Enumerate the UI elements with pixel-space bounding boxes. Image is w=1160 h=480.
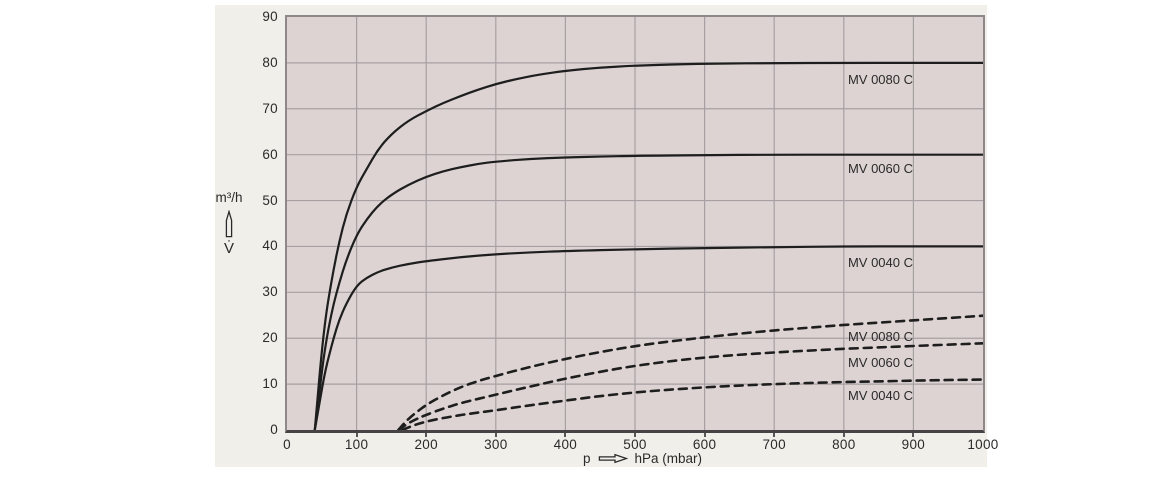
curve-label-mv-0080-c-dashed: MV 0080 C — [847, 329, 914, 345]
curve-mv-0080-c-solid — [313, 61, 983, 430]
x-axis-label-prefix: p — [583, 451, 591, 466]
curve-label-mv-0060-c-solid: MV 0060 C — [847, 161, 914, 177]
x-tick-label: 500 — [623, 437, 647, 452]
x-axis-title: p hPa (mbar) — [583, 451, 702, 466]
curve-label-mv-0040-c-dashed: MV 0040 C — [847, 388, 914, 404]
x-axis-label-suffix: hPa (mbar) — [634, 451, 703, 466]
y-tick-label: 40 — [262, 238, 278, 254]
x-tick-label: 600 — [692, 437, 717, 452]
x-tick-mark — [564, 433, 567, 437]
x-tick-mark — [703, 433, 706, 437]
right-arrow-icon — [598, 453, 628, 464]
x-tick-label: 100 — [344, 437, 369, 452]
x-tick-label: 0 — [283, 437, 291, 452]
y-tick-label: 70 — [262, 100, 278, 116]
x-tick-mark — [773, 433, 776, 437]
y-axis-flow-symbol: V̇ — [223, 240, 234, 257]
curve-label-mv-0040-c-solid: MV 0040 C — [847, 254, 914, 270]
x-tick-label: 200 — [414, 437, 438, 452]
x-tick-mark — [355, 433, 358, 437]
up-arrow-icon — [225, 210, 233, 238]
curve-mv-0080-c-dashed — [397, 314, 983, 430]
chart-canvas — [287, 17, 983, 430]
x-tick-label: 400 — [553, 437, 578, 452]
y-axis-title: m³/h V̇ — [206, 190, 252, 257]
x-tick-mark — [912, 433, 915, 437]
curve-mv-0060-c-solid — [313, 153, 983, 430]
y-tick-label: 10 — [262, 376, 278, 392]
curve-mv-0040-c-dashed — [401, 378, 983, 430]
y-tick-label: 60 — [262, 146, 278, 162]
y-tick-label: 0 — [270, 422, 278, 437]
x-tick-label: 800 — [832, 437, 856, 452]
x-tick-label: 1000 — [967, 437, 999, 452]
x-tick-mark — [494, 433, 497, 437]
plot-area — [285, 15, 985, 433]
y-tick-label: 30 — [262, 284, 278, 300]
x-tick-label: 700 — [762, 437, 786, 452]
grid-lines — [287, 17, 983, 430]
y-tick-label: 50 — [262, 192, 278, 208]
x-tick-mark — [842, 433, 845, 437]
y-tick-label: 90 — [262, 9, 278, 24]
x-tick-label: 300 — [484, 437, 508, 452]
x-tick-label: 900 — [901, 437, 926, 452]
curve-mv-0040-c-solid — [313, 245, 983, 430]
y-axis-unit-label: m³/h — [215, 190, 243, 205]
y-tick-label: 20 — [262, 330, 278, 346]
curve-label-mv-0060-c-dashed: MV 0060 C — [847, 354, 914, 370]
curve-mv-0060-c-dashed — [397, 342, 983, 430]
y-tick-label: 80 — [262, 54, 278, 70]
curve-label-mv-0080-c-solid: MV 0080 C — [847, 71, 914, 87]
x-tick-mark — [425, 433, 428, 437]
x-tick-mark — [634, 433, 636, 437]
